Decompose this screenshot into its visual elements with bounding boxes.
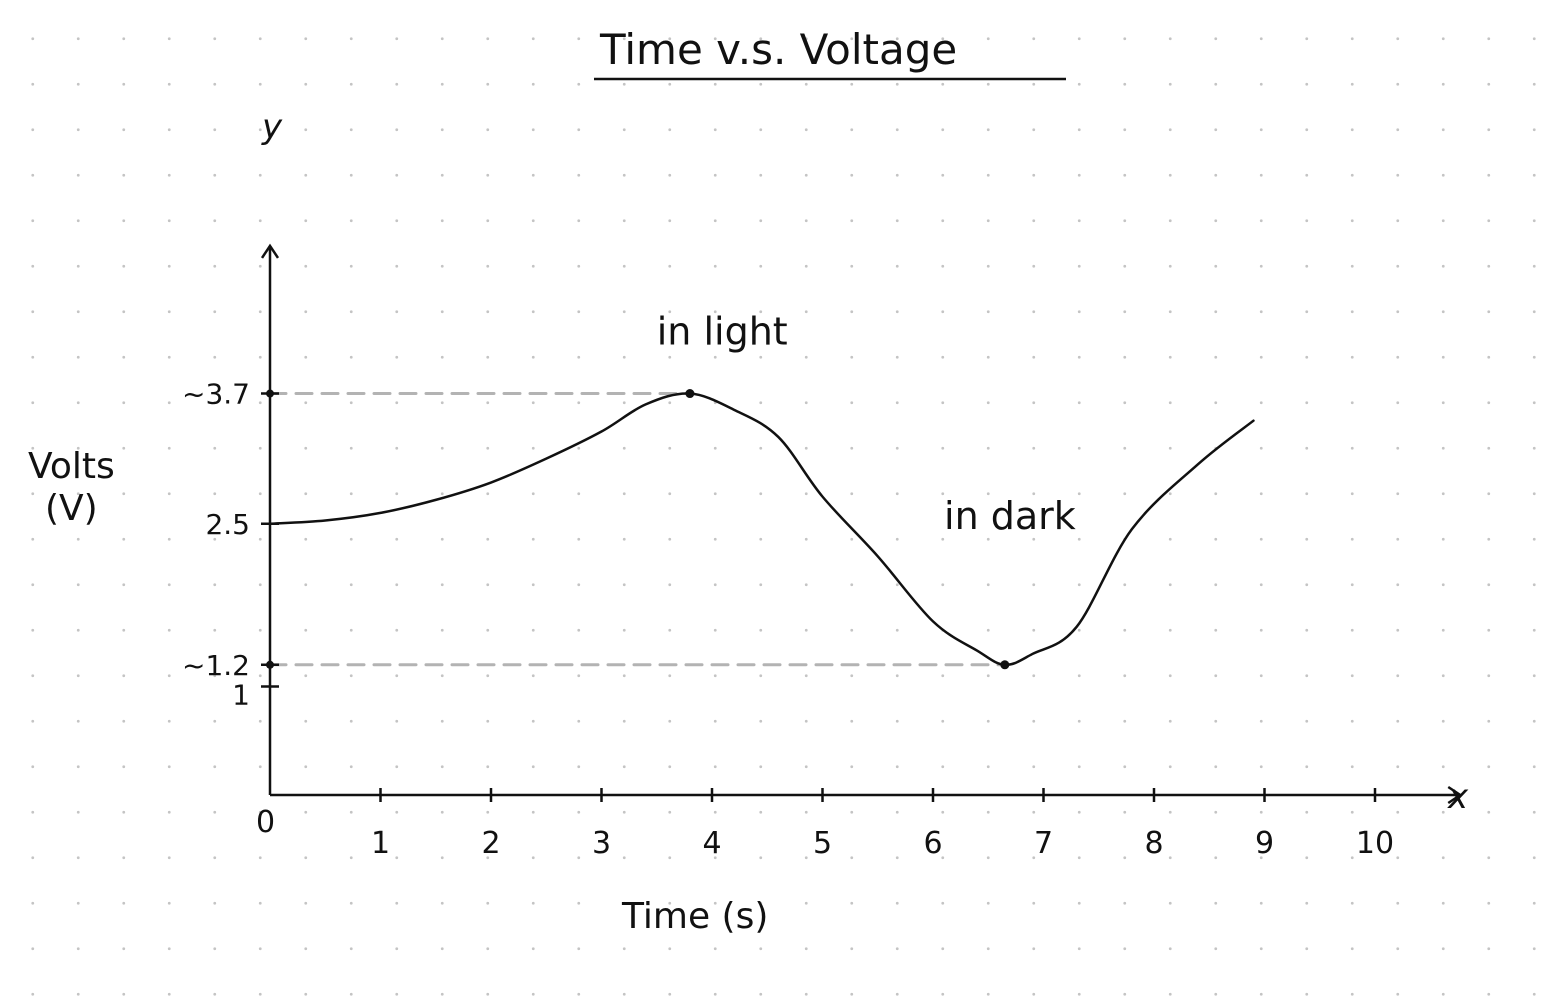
- x-axis-letter: x: [1447, 777, 1469, 817]
- x-tick-label: 9: [1255, 826, 1274, 861]
- x-tick-label: 1: [371, 826, 390, 861]
- x-tick-label: 4: [702, 826, 721, 861]
- annotation: in dark: [944, 494, 1076, 538]
- y-tick-label: ~3.7: [182, 378, 250, 411]
- x-tick-label: 6: [923, 826, 942, 861]
- y-axis-unit: (V): [45, 488, 98, 529]
- y-tick-label: 2.5: [205, 508, 250, 541]
- x-tick-label: 8: [1144, 826, 1163, 861]
- reference-lines: [268, 392, 1007, 667]
- x-tick-label: 2: [481, 826, 500, 861]
- annotation: in light: [657, 310, 788, 354]
- x-tick-label: 10: [1356, 826, 1394, 861]
- y-axis-arrow: [260, 243, 280, 259]
- axis-marker-point: [266, 389, 274, 398]
- highlight-point: [1000, 660, 1010, 670]
- x-axis-arrow: [1447, 785, 1463, 805]
- labels: Time v.s. Voltage Volts (V) Time (s) y x…: [28, 25, 1469, 937]
- origin-label: 0: [256, 805, 275, 840]
- x-tick-label: 7: [1034, 826, 1053, 861]
- y-tick-label: 1: [232, 679, 250, 712]
- x-tick-label: 5: [813, 826, 832, 861]
- axis-marker-point: [266, 660, 274, 669]
- series-layer: [266, 389, 1255, 670]
- y-tick-label: ~1.2: [182, 649, 250, 682]
- y-axis-title: Volts: [28, 446, 115, 487]
- series-line: [268, 392, 1255, 667]
- x-tick-label: 3: [592, 826, 611, 861]
- y-axis-letter: y: [261, 107, 283, 147]
- chart-title: Time v.s. Voltage: [599, 25, 957, 74]
- highlight-point: [685, 389, 695, 399]
- x-axis-title: Time (s): [621, 896, 768, 937]
- axes: [260, 243, 1463, 805]
